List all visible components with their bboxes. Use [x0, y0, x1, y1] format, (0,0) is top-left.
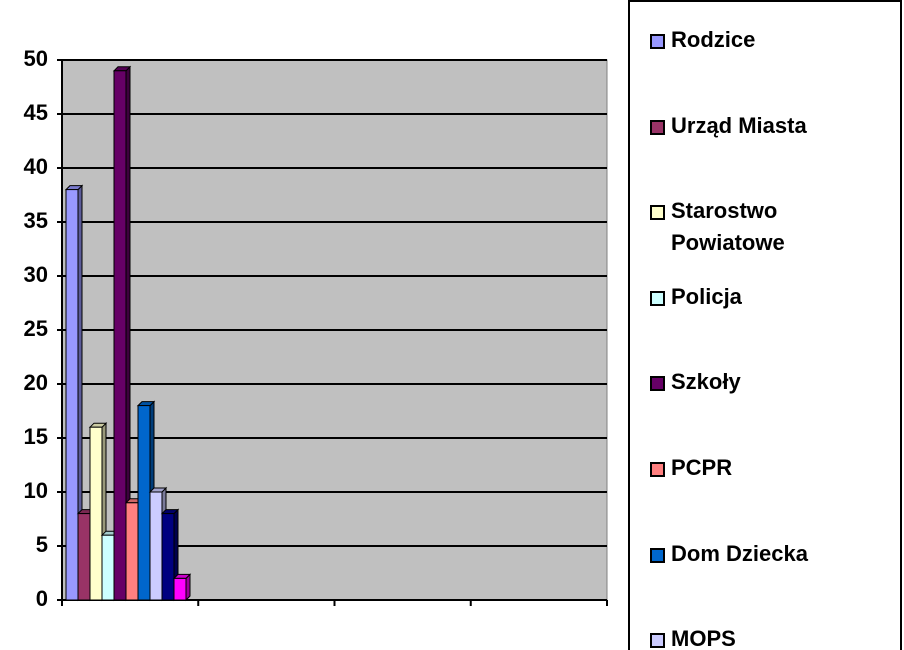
y-tick-label: 5	[36, 532, 48, 557]
legend-item: PCPR	[650, 455, 851, 484]
legend-swatch	[650, 633, 665, 649]
legend-item: Dom Dziecka	[650, 541, 851, 570]
chart: 0 5 10 15 20 25 30 35 40 45 50	[24, 46, 608, 611]
y-tick-label: 10	[24, 478, 48, 503]
y-tick-label: 20	[24, 370, 48, 395]
y-tick-label: 25	[24, 316, 48, 341]
legend-item: Policja	[650, 284, 851, 313]
y-tick-label: 50	[24, 46, 48, 71]
bar-front	[77, 513, 91, 601]
legend-label: Rodzice	[671, 27, 756, 52]
legend-item: MOPS	[650, 626, 851, 650]
y-tick-label: 30	[24, 262, 48, 287]
legend-label: Dom Dziecka	[671, 540, 808, 566]
legend-label: Policja	[671, 283, 742, 309]
bar-front	[125, 502, 139, 601]
legend-label: Urząd Miasta	[671, 112, 807, 138]
legend-swatch	[650, 119, 665, 135]
y-tick-label: 15	[24, 424, 48, 449]
legend-item: Rodzice	[650, 27, 851, 56]
legend-swatch	[650, 34, 665, 49]
legend-label: PCPR	[671, 455, 733, 480]
bar-front	[173, 577, 187, 601]
legend-swatch	[650, 376, 665, 392]
bar-front	[101, 534, 115, 601]
y-tick-label: 45	[24, 100, 48, 125]
legend-item: Urząd Miasta	[650, 113, 851, 142]
bar-front	[149, 491, 163, 601]
bar-front	[65, 189, 79, 601]
bar-front	[161, 513, 175, 601]
legend-swatch	[650, 547, 665, 563]
y-tick-label: 35	[24, 208, 48, 233]
y-tick-label: 0	[36, 586, 48, 611]
bar	[64, 184, 84, 602]
y-tick-label: 40	[24, 154, 48, 179]
legend: Rodzice Urząd Miasta Starostwo Powiatowe Po…	[628, 0, 902, 650]
legend-label: Szkoły	[671, 369, 741, 395]
legend-label: MOPS	[671, 626, 736, 650]
bar-front	[137, 405, 151, 601]
legend-swatch	[650, 205, 665, 221]
legend-item: Szkoły	[650, 369, 851, 398]
bar-front	[113, 70, 127, 601]
legend-label: Starostwo Powiatowe	[671, 198, 785, 256]
bar	[172, 573, 192, 602]
bar-front	[89, 426, 103, 601]
legend-item: Starostwo Powiatowe	[650, 198, 851, 259]
legend-swatch	[650, 290, 665, 306]
legend-swatch	[650, 462, 665, 477]
